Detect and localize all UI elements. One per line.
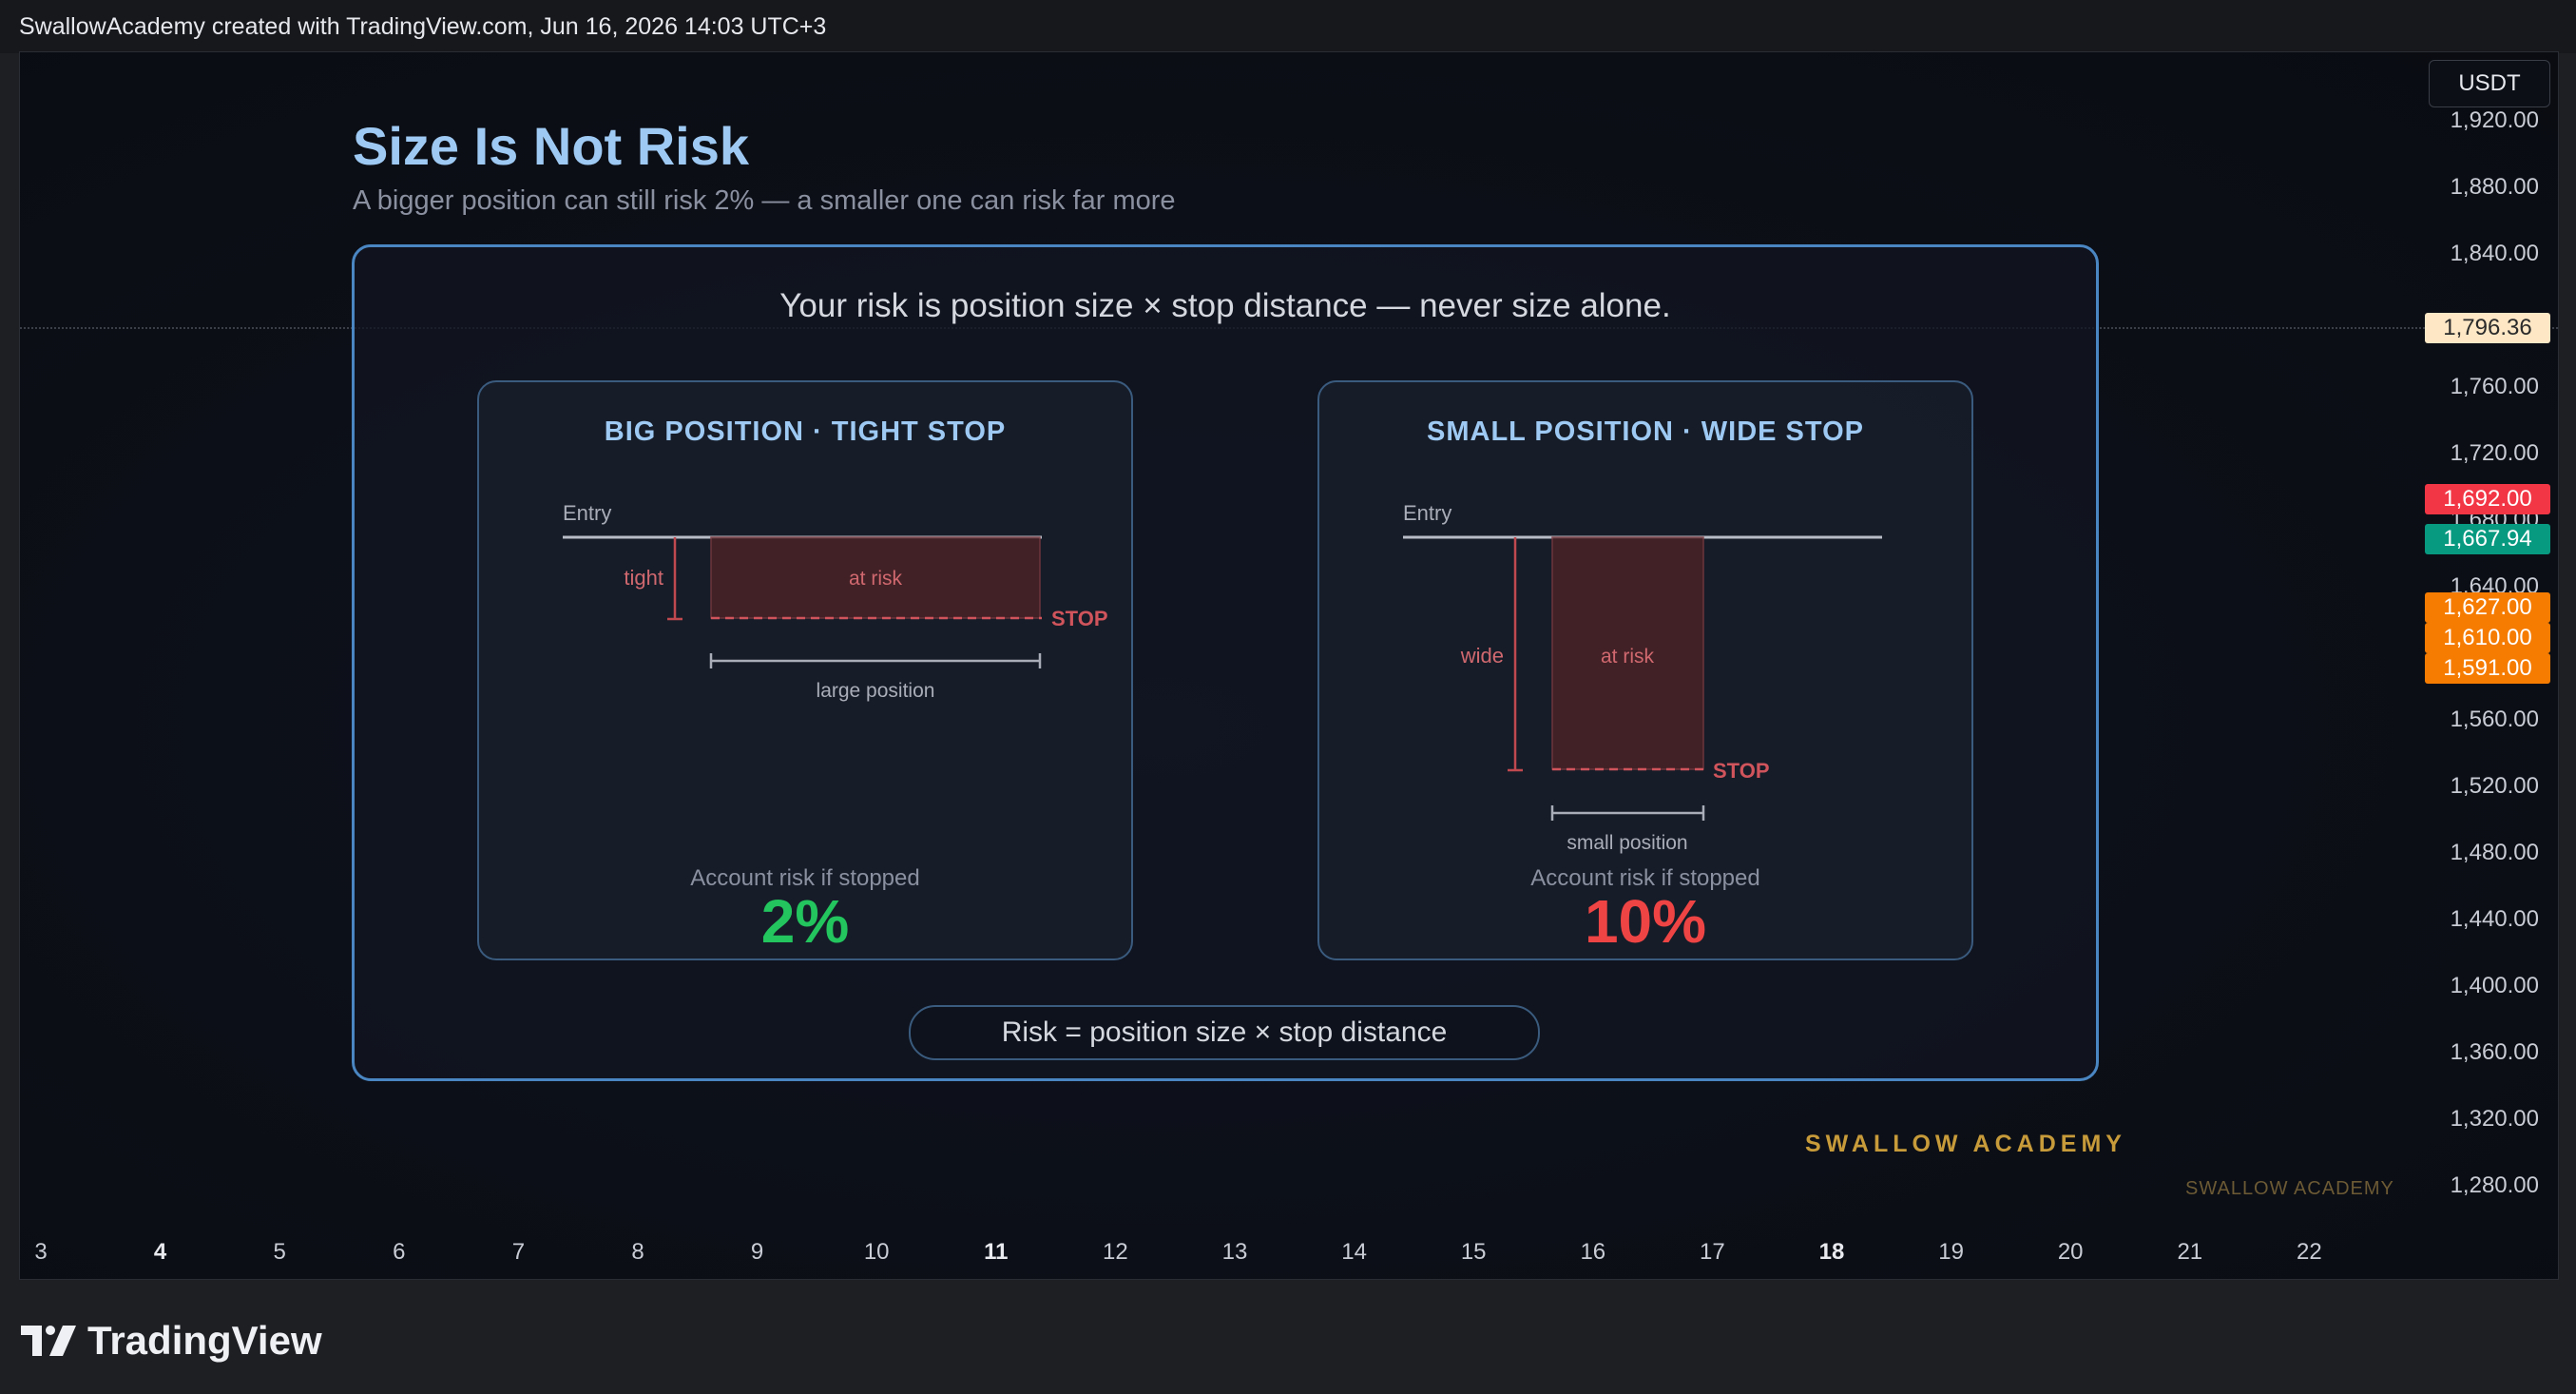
time-tick: 20 (2057, 1239, 2084, 1265)
time-tick: 7 (511, 1239, 526, 1265)
price-tick: 1,880.00 (2450, 174, 2539, 200)
panel-big-position: BIG POSITION · TIGHT STOP Entry at risk … (477, 380, 1133, 960)
time-tick: 6 (393, 1239, 406, 1265)
chart-pane[interactable]: Size Is Not Risk A bigger position can s… (19, 51, 2559, 1280)
price-tick: 1,480.00 (2450, 840, 2539, 865)
footer: TradingView (0, 1280, 2576, 1394)
stop-label: STOP (1713, 759, 1770, 783)
price-tick: 1,560.00 (2450, 707, 2539, 732)
time-tick: 17 (1700, 1239, 1725, 1265)
time-tick: 21 (2177, 1239, 2203, 1265)
tradingview-logo-icon (21, 1326, 76, 1356)
time-tick: 13 (1221, 1239, 1248, 1265)
position-label: small position (1567, 832, 1687, 854)
price-tag: 1,692.00 (2425, 484, 2550, 514)
price-tag: 1,610.00 (2425, 623, 2550, 653)
time-tick: 12 (1103, 1239, 1128, 1265)
attribution-text: SwallowAcademy created with TradingView.… (19, 13, 827, 40)
at-risk-label: at risk (849, 568, 903, 590)
watermark: SWALLOW ACADEMY (2185, 1178, 2394, 1199)
time-tick: 14 (1341, 1239, 1367, 1265)
at-risk-zone (710, 536, 1041, 619)
price-tick: 1,440.00 (2450, 906, 2539, 932)
stop-distance-label: wide (1460, 644, 1504, 668)
entry-label: Entry (563, 501, 611, 525)
risk-label: Account risk if stopped (690, 865, 920, 891)
price-tag: 1,627.00 (2425, 592, 2550, 623)
entry-label: Entry (1403, 501, 1451, 525)
time-axis[interactable]: 3 4 5 6 7 8 9 10 11 12 13 14 15 16 17 18 19 20 21 22 (20, 1231, 2415, 1279)
stop-distance-label: tight (624, 566, 663, 590)
time-tick: 22 (2297, 1239, 2322, 1265)
tradingview-logo[interactable]: TradingView (21, 1318, 322, 1364)
time-tick: 9 (750, 1239, 764, 1265)
risk-label: Account risk if stopped (1530, 865, 1760, 891)
price-tick: 1,760.00 (2450, 374, 2539, 399)
price-tick: 1,320.00 (2450, 1106, 2539, 1132)
price-tick: 1,360.00 (2450, 1039, 2539, 1065)
tight-stop-diagram: Entry at risk STOP tight large position (563, 501, 1108, 702)
top-bar: SwallowAcademy created with TradingView.… (0, 0, 2576, 53)
risk-value: 10% (1584, 887, 1707, 956)
time-tick: 18 (1818, 1239, 1845, 1265)
headline: Your risk is position size × stop distan… (779, 287, 1671, 324)
price-tick: 1,720.00 (2450, 440, 2539, 466)
risk-value: 2% (760, 887, 850, 956)
price-tick: 1,520.00 (2450, 773, 2539, 799)
time-tick: 15 (1460, 1239, 1487, 1265)
at-risk-label: at risk (1601, 646, 1655, 668)
infographic-subtitle: A bigger position can still risk 2% — a … (353, 185, 1176, 216)
infographic-title: Size Is Not Risk (353, 116, 750, 176)
panel-title: BIG POSITION · TIGHT STOP (604, 416, 1007, 447)
time-tick: 8 (631, 1239, 644, 1265)
formula-pill: Risk = position size × stop distance (909, 1005, 1540, 1060)
stop-label: STOP (1051, 607, 1108, 630)
time-tick: 10 (863, 1239, 890, 1265)
currency-button[interactable]: USDT (2429, 60, 2550, 107)
time-tick: 19 (1938, 1239, 1964, 1265)
time-tick: 5 (273, 1239, 286, 1265)
at-risk-zone (1551, 536, 1704, 770)
price-tick: 1,840.00 (2450, 241, 2539, 266)
main-card: Your risk is position size × stop distan… (352, 244, 2099, 1081)
price-tick: 1,400.00 (2450, 973, 2539, 998)
time-tick: 3 (34, 1239, 48, 1265)
panel-small-position: SMALL POSITION · WIDE STOP Entry at risk… (1317, 380, 1973, 960)
price-tick: 1,280.00 (2450, 1172, 2539, 1198)
price-tag: 1,591.00 (2425, 653, 2550, 684)
price-tick: 1,920.00 (2450, 107, 2539, 133)
brand-label: SWALLOW ACADEMY (1805, 1131, 2126, 1157)
tradingview-logo-text: TradingView (87, 1318, 322, 1363)
time-tick: 4 (153, 1239, 167, 1265)
wide-stop-diagram: Entry at risk STOP wide small position (1403, 501, 1882, 854)
price-tag: 1,796.36 (2425, 313, 2550, 343)
price-tag: 1,667.94 (2425, 524, 2550, 554)
price-axis[interactable]: USDT 1,920.00 1,880.00 1,840.00 1,760.00 1,7… (2415, 52, 2558, 1279)
panel-title: SMALL POSITION · WIDE STOP (1427, 416, 1864, 447)
time-tick: 16 (1580, 1239, 1606, 1265)
time-tick: 11 (984, 1239, 1009, 1265)
position-label: large position (817, 680, 935, 702)
